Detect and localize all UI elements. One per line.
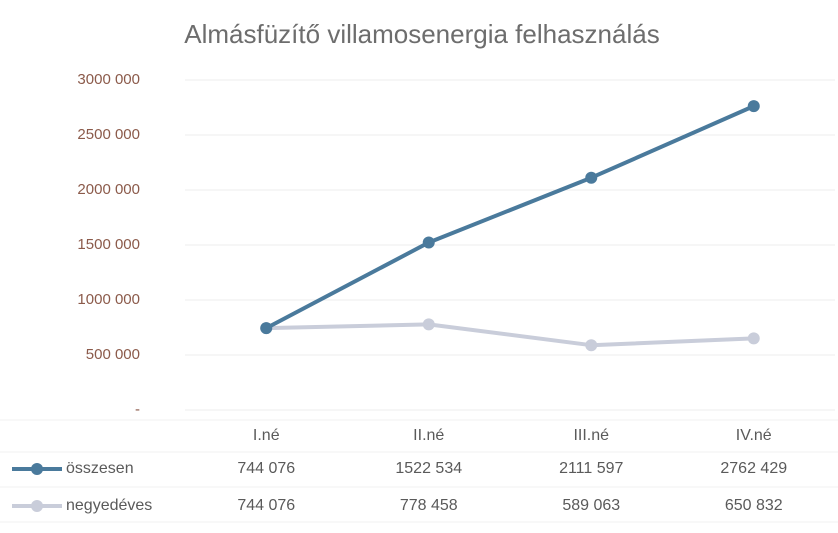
point xyxy=(260,322,273,335)
point xyxy=(747,332,760,345)
y-tick-label: 1500 000 xyxy=(77,236,140,253)
y-tick-label: 1000 000 xyxy=(77,291,140,308)
y-tick-label: 3000 000 xyxy=(77,71,140,88)
table-value: 589 063 xyxy=(562,497,620,514)
series-line xyxy=(266,322,754,348)
y-tick-label: 2000 000 xyxy=(77,181,140,198)
table-value: 650 832 xyxy=(725,497,783,514)
table-value: 778 458 xyxy=(400,497,458,514)
point xyxy=(585,171,598,184)
x-tick-label: IV.né xyxy=(736,427,772,444)
table-value: 2111 597 xyxy=(559,460,623,477)
legend-marker xyxy=(31,463,43,475)
point xyxy=(422,236,435,249)
x-tick-label: III.né xyxy=(573,427,609,444)
table-value: 744 076 xyxy=(237,460,295,477)
point xyxy=(747,100,760,113)
y-tick-label: 500 000 xyxy=(86,346,140,363)
y-tick-label: - xyxy=(135,401,140,418)
table-value: 744 076 xyxy=(237,497,295,514)
x-tick-label: II.né xyxy=(413,427,444,444)
chart-title: Almásfüzítő villamosenergia felhasználás xyxy=(184,19,659,49)
table-value: 1522 534 xyxy=(395,460,462,477)
point xyxy=(422,318,435,331)
legend-label: összesen xyxy=(66,460,134,477)
table-value: 2762 429 xyxy=(720,460,787,477)
series-line xyxy=(265,104,755,330)
y-tick-label: 2500 000 xyxy=(77,126,140,143)
legend-marker xyxy=(31,500,43,512)
legend-label: negyedéves xyxy=(66,497,152,514)
point xyxy=(585,339,598,352)
x-tick-label: I.né xyxy=(253,427,280,444)
